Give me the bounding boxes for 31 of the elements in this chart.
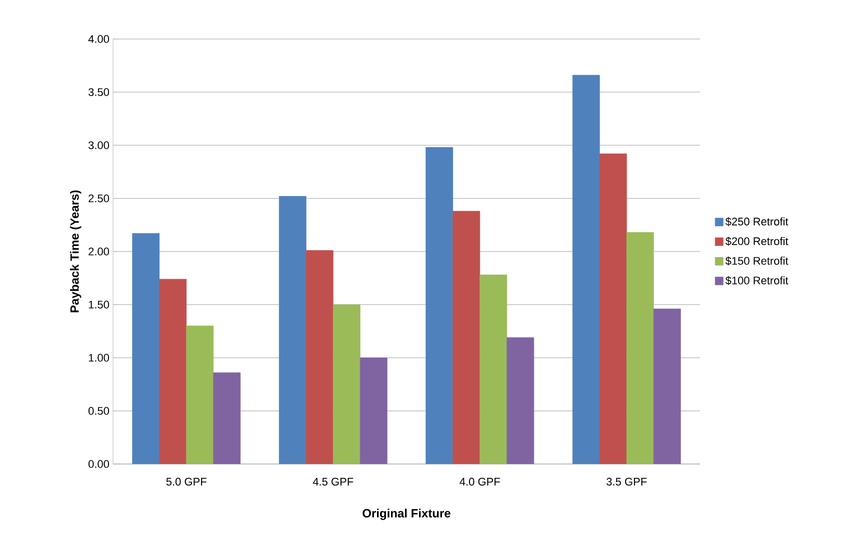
x-tick-label: 4.0 GPF bbox=[460, 478, 500, 486]
x-tick-label: 4.5 GPF bbox=[312, 478, 354, 486]
bar bbox=[426, 147, 454, 464]
y-tick-label: 2.50 bbox=[88, 194, 110, 202]
y-tick-label: 1.00 bbox=[88, 354, 110, 362]
y-tick-label: 0.50 bbox=[88, 406, 110, 415]
bar bbox=[332, 304, 360, 464]
bar bbox=[506, 337, 534, 464]
y-tick-label: 1.50 bbox=[88, 300, 110, 309]
legend-label: $200 Retrofit bbox=[725, 236, 788, 246]
bar bbox=[653, 308, 681, 464]
y-tick-label: 3.00 bbox=[88, 141, 110, 150]
bar bbox=[213, 372, 241, 464]
bar bbox=[480, 274, 508, 464]
bar bbox=[132, 233, 160, 464]
x-tick-label: 3.5 GPF bbox=[606, 478, 647, 486]
legend-label: $100 Retrofit bbox=[725, 276, 788, 286]
x-axis-title: Original Fixture bbox=[362, 508, 450, 520]
legend-label: $150 Retrofit bbox=[725, 256, 788, 266]
bar bbox=[186, 326, 214, 464]
bar bbox=[360, 358, 388, 464]
bar bbox=[572, 74, 600, 464]
y-tick-label: 4.00 bbox=[88, 35, 110, 43]
y-tick-label: 0.00 bbox=[88, 460, 110, 468]
y-axis-title: Payback Time (Years) bbox=[70, 190, 82, 312]
bar bbox=[626, 232, 654, 464]
bar bbox=[278, 196, 306, 464]
legend-label: $250 Retrofit bbox=[725, 217, 788, 226]
y-tick-label: 2.00 bbox=[88, 248, 110, 256]
y-tick-label: 3.50 bbox=[88, 88, 110, 96]
x-tick-label: 5.0 GPF bbox=[166, 478, 206, 486]
